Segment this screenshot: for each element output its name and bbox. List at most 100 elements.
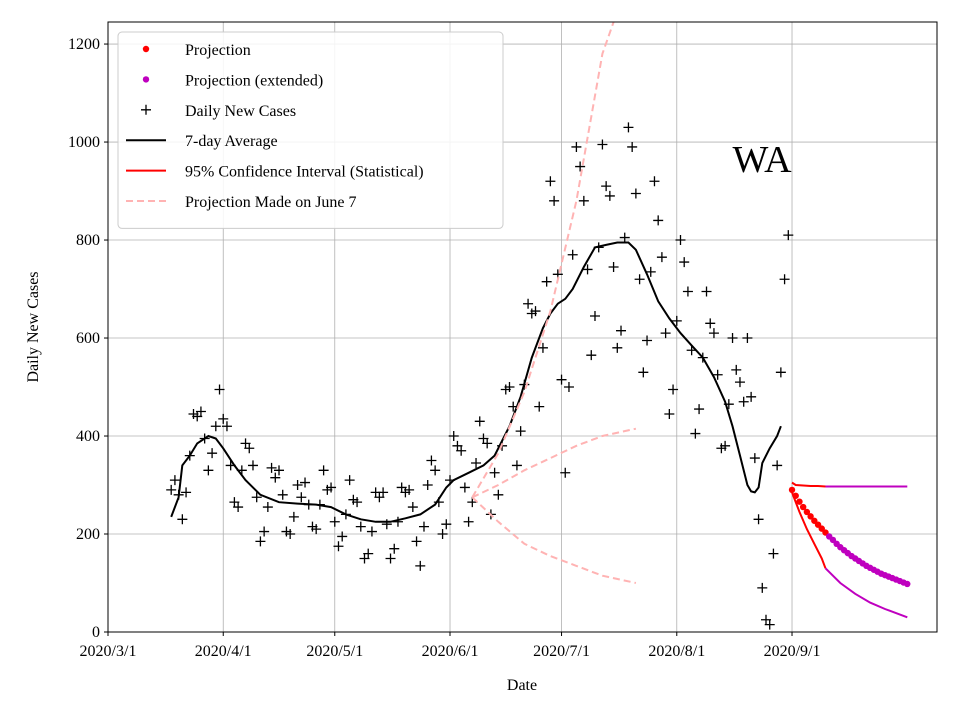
point: [329, 516, 340, 527]
point: [671, 315, 682, 326]
point: [664, 408, 675, 419]
point: [523, 298, 534, 309]
point: [210, 421, 221, 432]
point: [482, 438, 493, 449]
point: [337, 531, 348, 542]
point: [779, 274, 790, 285]
point: [589, 310, 600, 321]
point: [679, 257, 690, 268]
point: [221, 421, 232, 432]
point: [437, 529, 448, 540]
point: [578, 195, 589, 206]
point: [720, 440, 731, 451]
legend: Projection Projection (extended) Daily New…: [117, 31, 504, 229]
point: [660, 328, 671, 339]
point: [300, 477, 311, 488]
point: [616, 325, 627, 336]
legend-label: 95% Confidence Interval (Statistical): [185, 164, 424, 181]
point: [746, 391, 757, 402]
point: [567, 249, 578, 260]
point: [169, 475, 180, 486]
point: [355, 521, 366, 532]
point: [742, 333, 753, 344]
point: [407, 502, 418, 513]
series-line: [170, 241, 782, 523]
point: [448, 431, 459, 442]
point: [463, 516, 474, 527]
point: [705, 318, 716, 329]
point: [708, 328, 719, 339]
point: [796, 498, 803, 505]
x-tick-label: 2020/7/1: [533, 643, 590, 660]
point: [366, 526, 377, 537]
point: [575, 161, 586, 172]
point: [753, 514, 764, 525]
point: [694, 404, 705, 415]
point: [493, 489, 504, 500]
series-line: [791, 481, 826, 488]
point: [601, 181, 612, 192]
point: [456, 445, 467, 456]
x-axis-label: Date: [507, 677, 537, 694]
point: [541, 276, 552, 287]
point: [195, 406, 206, 417]
legend-label: Projection (extended): [185, 72, 323, 89]
point: [318, 465, 329, 476]
plot-layer: [166, 22, 911, 630]
point: [807, 513, 814, 520]
point: [311, 524, 322, 535]
point: [738, 396, 749, 407]
point: [422, 480, 433, 491]
point: [352, 497, 363, 508]
x-tick-label: 2020/4/1: [195, 643, 252, 660]
point: [385, 553, 396, 564]
point: [218, 413, 229, 424]
point: [549, 195, 560, 206]
point: [560, 467, 571, 478]
point: [768, 548, 779, 559]
point: [333, 541, 344, 552]
x-tick-label: 2020/8/1: [648, 643, 705, 660]
point: [277, 489, 288, 500]
point: [586, 350, 597, 361]
point: [296, 492, 307, 503]
point: [803, 508, 811, 516]
point: [627, 141, 638, 152]
point: [634, 274, 645, 285]
point: [612, 342, 623, 353]
point: [489, 467, 500, 478]
y-tick-label: 800: [76, 232, 100, 249]
point: [378, 487, 389, 498]
point: [638, 367, 649, 378]
point: [675, 235, 686, 246]
point: [504, 382, 515, 393]
legend-label: Projection Made on June 7: [185, 194, 357, 211]
legend-marker: [142, 76, 150, 83]
point: [266, 462, 277, 473]
point: [604, 190, 615, 201]
point: [177, 514, 188, 525]
y-axis-label: Daily New Cases: [25, 271, 42, 382]
point: [623, 122, 634, 133]
series-line: [471, 22, 615, 498]
point: [656, 252, 667, 263]
series-line: [471, 427, 637, 499]
point: [515, 426, 526, 437]
point: [799, 503, 807, 511]
point: [274, 465, 285, 476]
point: [712, 369, 723, 380]
plot-frame: [107, 21, 938, 633]
point: [537, 342, 548, 353]
legend-marker: [141, 104, 151, 115]
point: [259, 526, 270, 537]
point: [233, 502, 244, 513]
point: [783, 230, 794, 241]
point: [630, 188, 641, 199]
point: [749, 453, 760, 464]
point: [556, 374, 567, 385]
point: [649, 176, 660, 187]
legend-marker: [142, 45, 150, 53]
point: [214, 384, 225, 395]
point: [270, 472, 281, 483]
y-tick-label: 600: [76, 330, 100, 347]
